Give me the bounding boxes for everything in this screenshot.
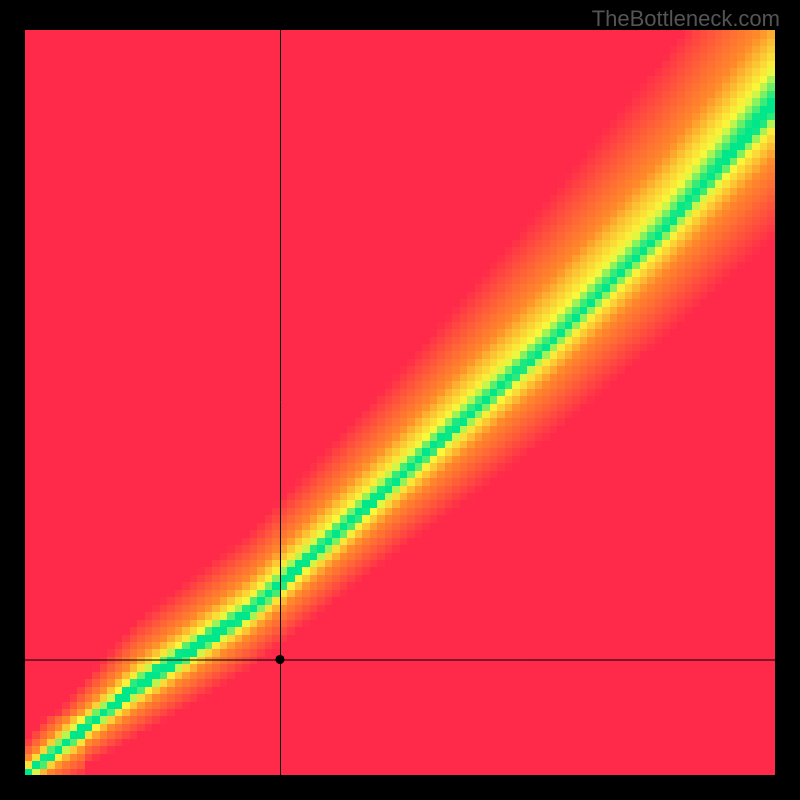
plot-area [25, 30, 775, 775]
watermark-text: TheBottleneck.com [592, 6, 780, 32]
heatmap-canvas [25, 30, 775, 775]
chart-container: TheBottleneck.com [0, 0, 800, 800]
